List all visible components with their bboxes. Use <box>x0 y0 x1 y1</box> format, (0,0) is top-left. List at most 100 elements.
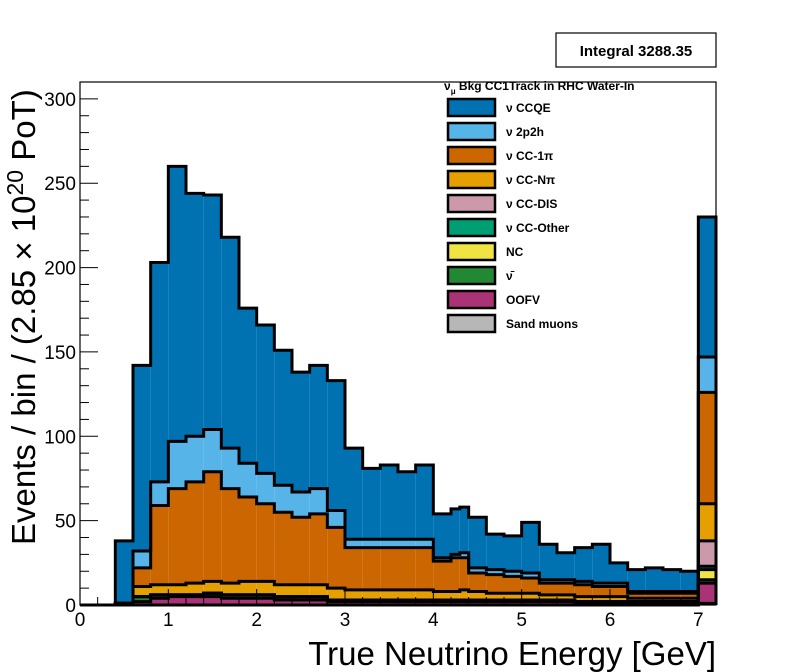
bar-segment <box>698 583 716 604</box>
legend-swatch <box>446 193 497 214</box>
bar-segment <box>256 503 275 582</box>
bar-segment <box>539 601 557 605</box>
bar-segment <box>698 566 716 570</box>
bar-segment <box>415 589 434 600</box>
bar-segment <box>680 593 699 599</box>
bar-segment <box>362 601 381 605</box>
bar-segment <box>292 584 310 597</box>
bar-segment <box>398 601 416 605</box>
bar-segment <box>557 594 575 600</box>
legend-label: ν 2p2h <box>506 125 544 139</box>
bar-segment <box>451 601 460 605</box>
legend-label: NC <box>506 245 524 259</box>
bar-segment <box>521 578 540 594</box>
bar-segment <box>574 547 593 582</box>
bar-segment <box>380 601 398 605</box>
bar-segment <box>574 584 593 597</box>
bar-segment <box>698 216 716 357</box>
bar-segment <box>380 464 398 540</box>
bar-segment <box>150 481 169 506</box>
bar-segment <box>292 596 310 600</box>
bar-segment <box>309 584 328 597</box>
bar-segment <box>698 540 716 567</box>
bar-segment <box>186 193 204 437</box>
bar-segment <box>239 598 257 605</box>
bar-segment <box>521 601 540 605</box>
bar-segment <box>592 596 610 602</box>
bar-segment <box>256 473 275 504</box>
legend-swatch <box>446 241 497 262</box>
bar-segment <box>486 574 504 594</box>
bar-segment <box>663 569 681 592</box>
bar-segment <box>256 581 275 595</box>
bar-segment <box>362 547 381 590</box>
y-axis-title: Events / bin / (2.85 × 1020 PoT) <box>2 89 42 545</box>
legend-swatch <box>446 289 497 310</box>
bar-segment <box>186 481 204 584</box>
bar-segment <box>504 593 522 600</box>
bar-segment <box>150 594 169 599</box>
bar-segment <box>292 599 310 605</box>
series-outline <box>80 539 718 607</box>
bar-segment <box>521 572 540 579</box>
bar-segment <box>415 547 434 590</box>
bar-segment <box>274 512 292 585</box>
bar-segment <box>309 488 328 514</box>
bar-segment <box>327 510 345 528</box>
bar-segment <box>345 448 363 540</box>
bar-segment <box>203 471 222 582</box>
bar-segment <box>345 589 363 600</box>
legend-label: ν CC-Nπ <box>506 173 555 187</box>
bar-segment <box>504 571 522 577</box>
legend-swatch <box>446 169 497 190</box>
bar-segment <box>398 547 416 590</box>
bar-segment <box>256 598 275 605</box>
bar-segment <box>203 596 222 605</box>
bar-segment <box>221 448 239 489</box>
y-tick-label: 250 <box>44 174 76 195</box>
bar-segment <box>627 598 646 602</box>
bar-segment <box>698 569 716 580</box>
bar-segment <box>415 539 434 548</box>
bar-segment <box>663 593 681 599</box>
x-tick-label: 7 <box>693 610 704 631</box>
y-tick-label: 50 <box>55 512 76 533</box>
bar-segment <box>415 464 434 540</box>
bar-segment <box>345 539 363 548</box>
bar-segment <box>345 601 363 605</box>
bar-segment <box>663 598 681 602</box>
bar-segment <box>610 562 628 584</box>
bar-segment <box>539 583 557 595</box>
legend-swatch <box>446 145 497 166</box>
bar-segment <box>186 583 204 595</box>
bar-segment <box>168 584 186 595</box>
bar-segment <box>698 579 716 584</box>
bar-segment <box>327 588 345 600</box>
x-tick-label: 5 <box>516 610 527 631</box>
bar-segment <box>521 593 540 600</box>
bar-segment <box>221 594 239 599</box>
axis-ticks <box>79 81 717 606</box>
y-tick-label: 200 <box>44 259 76 280</box>
legend-title-subscript: μ <box>451 87 456 96</box>
bar-segment <box>274 596 292 600</box>
bar-segment <box>504 601 522 605</box>
bar-segment <box>610 596 628 602</box>
legend-swatch <box>446 313 497 334</box>
bar-segment <box>610 583 628 587</box>
bar-segment <box>362 539 381 548</box>
bar-segment <box>274 599 292 605</box>
bar-segment <box>150 262 169 482</box>
bar-segment <box>574 581 593 585</box>
series-outline <box>80 164 718 607</box>
bar-segment <box>486 569 504 575</box>
bar-segment <box>468 572 487 592</box>
bar-segment <box>504 576 522 594</box>
bar-segment <box>256 324 275 474</box>
x-tick-label: 2 <box>251 610 262 631</box>
bar-segment <box>468 517 487 568</box>
legend-label: ν CC-Other <box>506 221 570 235</box>
y-axis-title-exponent: 20 <box>2 170 28 196</box>
bar-segment <box>680 598 699 602</box>
